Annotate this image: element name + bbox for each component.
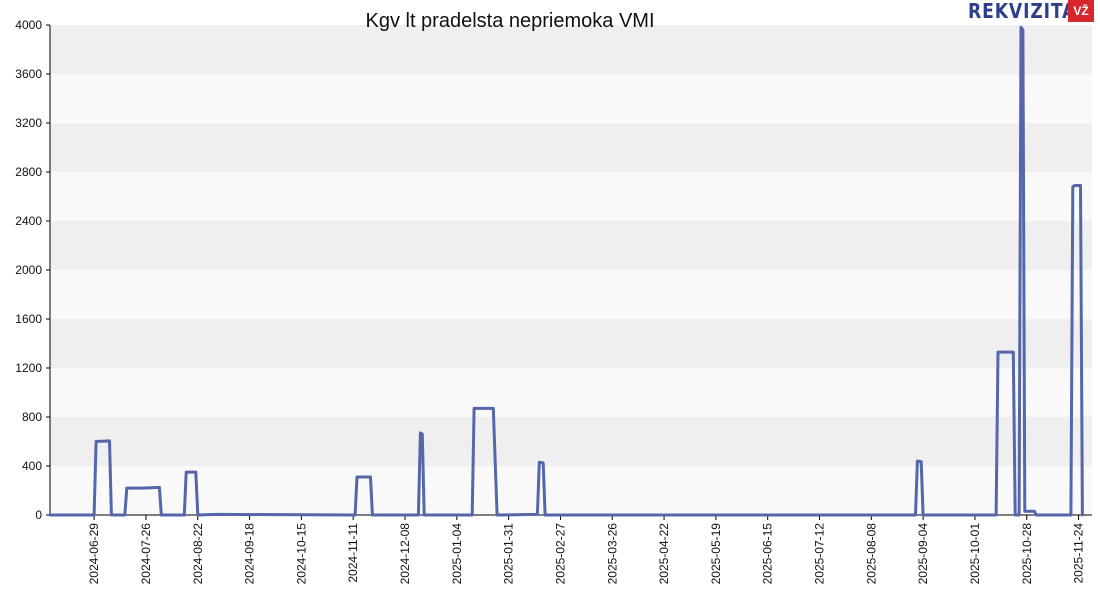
grid-band	[50, 25, 1092, 74]
x-tick-label: 2024-06-29	[87, 523, 101, 585]
y-tick-label: 3200	[15, 116, 42, 130]
series-line	[48, 25, 1084, 517]
x-tick-label: 2025-05-19	[709, 523, 723, 585]
rekvizitai-logo[interactable]: REKVIZITAI VŽ	[968, 0, 1100, 23]
logo-text: REKVIZITAI	[968, 0, 1084, 23]
grid-band	[50, 466, 1092, 515]
grid-band	[50, 368, 1092, 417]
y-tick-label: 2000	[15, 263, 42, 277]
x-tick-label: 2024-09-18	[243, 523, 257, 585]
y-tick-label: 2800	[15, 165, 42, 179]
x-tick-label: 2025-10-28	[1020, 523, 1034, 585]
grid-band	[50, 74, 1092, 123]
x-tick-label: 2025-10-01	[968, 523, 982, 585]
x-tick-label: 2025-08-08	[864, 523, 878, 585]
grid-band	[50, 123, 1092, 172]
y-tick-label: 800	[22, 410, 42, 424]
chart-title: Kgv lt pradelsta nepriemoka VMI	[365, 10, 655, 32]
x-tick-label: 2024-08-22	[191, 523, 205, 585]
y-tick-label: 3600	[15, 67, 42, 81]
grid-band	[50, 417, 1092, 466]
x-tick-label: 2025-01-31	[502, 523, 516, 585]
y-tick-label: 400	[22, 459, 42, 473]
x-tick-label: 2025-01-04	[450, 523, 464, 585]
x-tick-label: 2025-11-24	[1072, 523, 1086, 584]
x-tick-label: 2024-11-11	[346, 523, 360, 583]
x-tick-label: 2025-06-15	[761, 523, 775, 585]
grid-band	[50, 221, 1092, 270]
x-tick-label: 2025-07-12	[813, 523, 827, 585]
x-tick-label: 2025-09-04	[916, 523, 930, 585]
y-tick-label: 1200	[15, 361, 42, 375]
y-tick-label: 4000	[15, 18, 42, 32]
x-tick-label: 2025-03-26	[605, 523, 619, 585]
grid-band	[50, 319, 1092, 368]
y-tick-label: 1600	[15, 312, 42, 326]
x-tick-label: 2024-12-08	[398, 523, 412, 585]
grid-band	[50, 172, 1092, 221]
x-tick-label: 2025-02-27	[553, 523, 567, 585]
x-tick-label: 2024-07-26	[139, 523, 153, 585]
y-tick-label: 2400	[15, 214, 42, 228]
y-tick-label: 0	[35, 508, 42, 522]
x-tick-label: 2024-10-15	[294, 523, 308, 585]
logo-badge: VŽ	[1068, 0, 1094, 22]
x-tick-label: 2025-04-22	[657, 523, 671, 585]
grid-band	[50, 270, 1092, 319]
